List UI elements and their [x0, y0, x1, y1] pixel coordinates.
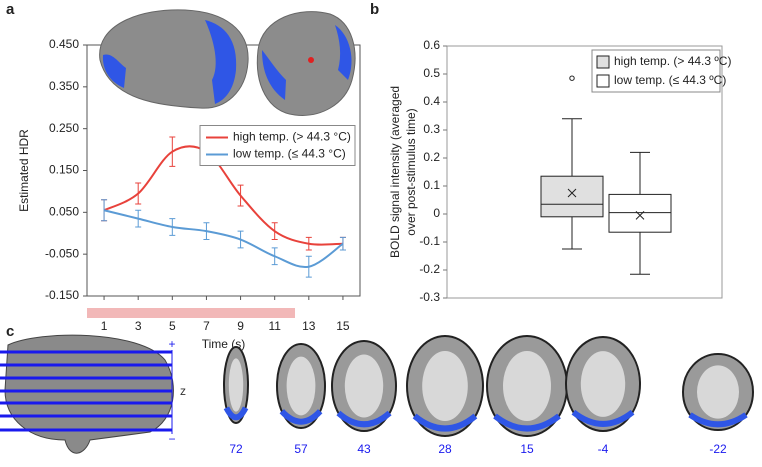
slice-label: -4 [598, 442, 609, 456]
x-tick-label: 5 [169, 319, 176, 333]
whisker-low [562, 216, 582, 250]
legend-box [199, 125, 356, 166]
slice-inner [580, 351, 626, 417]
slice-label: -22 [709, 442, 727, 456]
legend-swatch [596, 74, 610, 88]
x-tick-label: 13 [302, 319, 316, 333]
whisker-high [562, 118, 582, 177]
y-tick-label: -0.050 [45, 246, 79, 260]
y-axis-label: over post-stimulus time) [404, 108, 418, 235]
y-tick-label: 0.150 [49, 163, 79, 177]
slice-lines [0, 350, 172, 432]
panel-label: c [6, 323, 14, 340]
y-tick-label: 0.350 [49, 79, 79, 93]
box [608, 193, 672, 233]
x-tick-label: 1 [101, 319, 108, 333]
activation-red [308, 57, 314, 63]
y-tick-label: -0.150 [45, 288, 79, 302]
panel-label: b [370, 1, 379, 18]
activation [335, 25, 352, 80]
slice-inner [286, 356, 316, 416]
legend-label: high temp. (> 44.3 ºC) [614, 54, 731, 68]
activation [493, 413, 561, 432]
whisker-low [630, 232, 650, 275]
y-tick-label: 0.450 [49, 37, 79, 51]
slice-inner [503, 351, 551, 421]
activation [336, 410, 392, 428]
y-tick-label: 0 [433, 206, 440, 220]
y-tick-label: 0.3 [423, 122, 440, 136]
y-tick-label: -0.2 [419, 262, 440, 276]
mean-marker [635, 211, 645, 220]
y-axis-label: Estimated HDR [17, 129, 31, 212]
activation [688, 412, 748, 428]
legend-swatch [596, 55, 610, 69]
legend-label: low temp. (≤ 44.3 ºC) [614, 73, 726, 87]
legend-label: low temp. (≤ 44.3 °C) [233, 147, 346, 161]
outlier [569, 75, 575, 81]
series-line [103, 209, 344, 269]
slice-label: 28 [438, 442, 452, 456]
x-tick-label: 15 [336, 319, 350, 333]
activation [412, 413, 478, 432]
y-axis-label: BOLD signal intensity (averaged [388, 86, 402, 258]
y-tick-label: 0.5 [423, 66, 440, 80]
slice-label: 15 [520, 442, 534, 456]
x-tick-label: 9 [237, 319, 244, 333]
x-tick-label: 11 [268, 319, 281, 333]
brain-slices [0, 334, 754, 454]
legend-label: high temp. (> 44.3 °C) [233, 130, 351, 144]
activation [102, 54, 126, 88]
slice-label: 43 [357, 442, 371, 456]
error-bar [339, 236, 346, 251]
slice-inner [228, 358, 244, 412]
slice-label: 72 [229, 442, 243, 456]
z-minus: − [168, 432, 175, 446]
activation [571, 409, 635, 427]
whisker-high [630, 151, 650, 195]
box [540, 175, 604, 218]
slice-inner [344, 354, 384, 418]
slice-inner [697, 365, 739, 419]
z-label: z [180, 384, 186, 398]
activation [205, 20, 237, 104]
panel-label: a [6, 1, 15, 18]
x-tick-label: 7 [203, 319, 210, 333]
y-tick-label: 0.4 [423, 94, 440, 108]
activation [279, 409, 323, 425]
activation [223, 406, 249, 421]
legend-box [591, 49, 721, 93]
y-tick-label: -0.1 [419, 234, 440, 248]
slice-inner [422, 351, 468, 421]
slice-label: 57 [294, 442, 308, 456]
y-tick-label: 0.1 [423, 178, 440, 192]
y-tick-label: -0.3 [419, 290, 440, 304]
z-plus: + [168, 337, 175, 351]
series-line [103, 145, 343, 246]
stimulus-bar [87, 308, 295, 318]
y-tick-label: 0.050 [49, 205, 79, 219]
mean-marker [567, 188, 577, 198]
brain-renders [99, 9, 356, 116]
x-tick-label: 3 [135, 319, 142, 333]
activation [262, 50, 286, 100]
y-tick-label: 0.6 [423, 38, 440, 52]
y-tick-label: 0.250 [49, 121, 79, 135]
plot-frame [446, 45, 723, 299]
y-tick-label: 0.2 [423, 150, 440, 164]
